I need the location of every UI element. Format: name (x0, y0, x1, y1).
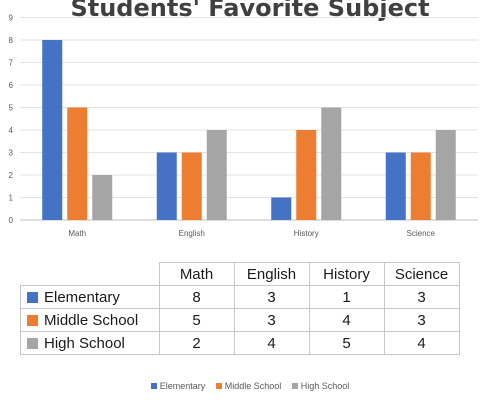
table-cell: 4 (233, 331, 310, 355)
x-tick-label: Science (407, 229, 436, 238)
bar-chart: 0 1 2 3 4 5 6 7 8 9 Math English History Science (9, 14, 478, 238)
series-name: Elementary (44, 288, 120, 306)
table-cell: 3 (233, 285, 310, 309)
x-tick-label: Math (68, 229, 86, 238)
table-row-label: Middle School (20, 308, 160, 332)
table-row: Middle School 5 3 4 3 (20, 308, 460, 332)
y-tick-label: 5 (9, 104, 14, 113)
legend-item: Elementary (150, 381, 206, 391)
legend-swatch (215, 383, 222, 389)
y-tick-label: 3 (9, 149, 14, 158)
table-cell: 1 (308, 285, 385, 309)
table-cell: 8 (158, 285, 235, 309)
legend-item: Middle School (215, 381, 282, 391)
bar (156, 152, 177, 220)
y-tick-label: 4 (9, 126, 14, 135)
table-row-label: Elementary (20, 285, 160, 309)
table-header-math: Math (158, 262, 235, 286)
bar (435, 130, 456, 220)
legend-key-middle-school (27, 314, 38, 326)
bar (42, 40, 63, 220)
bar (410, 152, 431, 220)
legend-swatch (291, 383, 298, 389)
y-tick-label: 7 (9, 59, 14, 68)
legend-swatch (150, 383, 157, 389)
bar (385, 152, 406, 220)
table-cell: 2 (158, 331, 235, 355)
series-name: Middle School (44, 311, 139, 329)
table-cell: 5 (158, 308, 235, 332)
x-tick-label: History (294, 229, 319, 238)
y-tick-label: 8 (9, 36, 14, 45)
bar (271, 197, 292, 220)
y-tick-label: 2 (9, 171, 14, 180)
table-header-science: Science (383, 262, 460, 286)
table-cell: 4 (383, 331, 460, 355)
data-table: Math English History Science Elementary … (20, 262, 460, 355)
legend-label: Elementary (159, 381, 206, 391)
y-tick-label: 6 (9, 81, 14, 90)
legend-key-elementary (27, 291, 38, 303)
table-row: High School 2 4 5 4 (20, 331, 460, 355)
table-cell: 4 (308, 308, 385, 332)
y-tick-label: 9 (9, 14, 14, 23)
table-header-english: English (233, 262, 310, 286)
bar (206, 130, 227, 220)
legend-label: High School (300, 381, 350, 391)
chart-title: Students' Favorite Subject (70, 0, 430, 22)
y-tick-label: 0 (9, 216, 14, 225)
legend-item: High School (291, 381, 350, 391)
bar (296, 130, 317, 220)
bar (321, 107, 342, 220)
table-cell: 3 (383, 308, 460, 332)
table-cell: 3 (233, 308, 310, 332)
chart-legend: Elementary Middle School High School (0, 381, 500, 391)
table-row-label: High School (20, 331, 160, 355)
bar (92, 175, 113, 220)
legend-key-high-school (27, 337, 38, 349)
table-cell: 3 (383, 285, 460, 309)
bar (181, 152, 202, 220)
table-corner (20, 262, 160, 286)
y-tick-label: 1 (9, 194, 14, 203)
table-row: Elementary 8 3 1 3 (20, 285, 460, 309)
table-cell: 5 (308, 331, 385, 355)
x-tick-label: English (179, 229, 205, 238)
table-header-row: Math English History Science (20, 262, 460, 286)
series-name: High School (44, 334, 125, 352)
bar (67, 107, 88, 220)
legend-label: Middle School (224, 381, 282, 391)
table-header-history: History (308, 262, 385, 286)
